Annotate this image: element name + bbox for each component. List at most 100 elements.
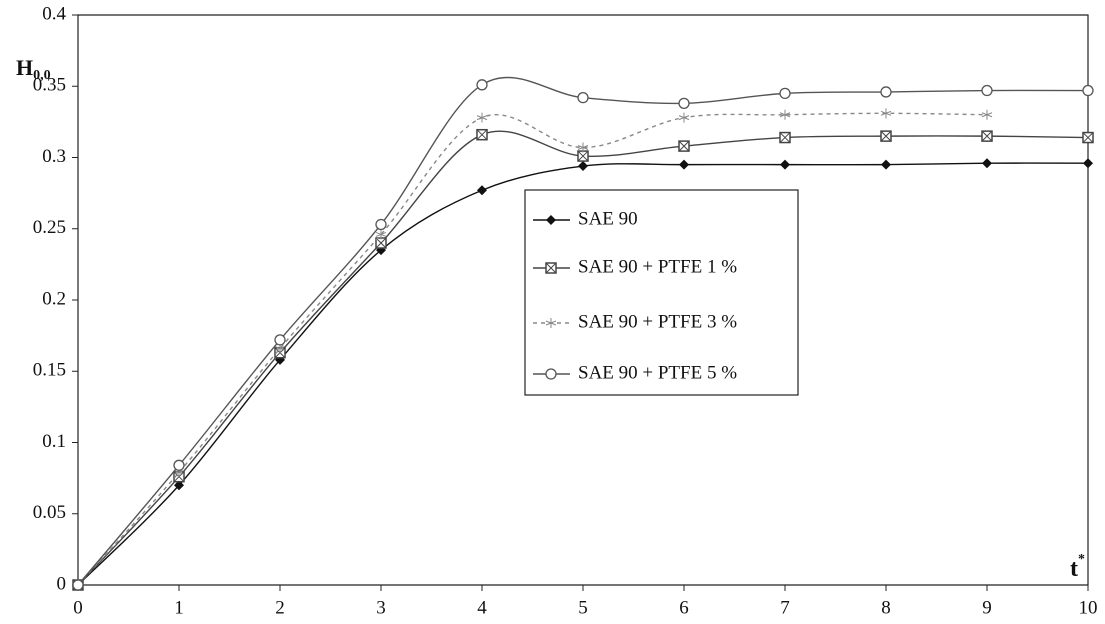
marker-shape	[545, 318, 557, 328]
marker-shape	[476, 112, 488, 123]
y-tick-label: 0.15	[33, 360, 66, 381]
marker-shape	[1083, 158, 1093, 169]
y-tick-label: 0.1	[42, 431, 66, 452]
x-tick-label: 4	[477, 597, 487, 618]
data-point	[174, 480, 184, 491]
marker-shape	[72, 579, 84, 591]
data-point	[1082, 84, 1094, 97]
data-point	[880, 86, 892, 98]
marker-shape	[779, 109, 791, 120]
data-point	[375, 237, 387, 249]
x-tick-label: 6	[679, 597, 689, 618]
marker-shape	[880, 130, 892, 142]
data-point	[578, 161, 588, 172]
marker-shape	[880, 86, 892, 98]
data-point	[981, 84, 993, 97]
series-line	[77, 112, 988, 586]
marker-shape	[545, 368, 557, 380]
marker-shape	[476, 129, 488, 141]
marker-shape	[1082, 132, 1094, 143]
data-point	[476, 112, 488, 123]
marker-shape	[679, 159, 689, 170]
marker-shape	[779, 87, 791, 100]
y-tick-label: 0.4	[42, 3, 66, 24]
data-point	[981, 130, 993, 142]
data-point	[577, 92, 589, 104]
marker-shape	[375, 218, 387, 231]
marker-shape	[779, 132, 791, 143]
marker-shape	[577, 92, 589, 104]
marker-shape	[173, 459, 185, 471]
data-point	[274, 334, 286, 346]
marker-shape	[981, 109, 993, 120]
data-point	[476, 128, 488, 141]
data-point	[678, 140, 690, 152]
data-point	[577, 142, 589, 153]
legend-marker	[545, 368, 557, 380]
y-tick-label: 0.3	[42, 146, 66, 167]
x-tick-label: 9	[982, 597, 992, 618]
data-point	[1083, 158, 1093, 169]
data-point	[173, 459, 185, 471]
data-point	[1082, 131, 1094, 144]
y-tick-label: 0.25	[33, 217, 66, 238]
y-tick-label: 0	[57, 573, 67, 594]
marker-shape	[477, 185, 487, 196]
data-point	[375, 229, 387, 240]
x-tick-label: 5	[578, 597, 588, 618]
y-tick-label: 0.05	[33, 502, 66, 523]
data-point	[779, 87, 791, 100]
data-point	[881, 159, 891, 170]
marker-shape	[678, 140, 690, 152]
marker-shape	[780, 159, 790, 170]
series-line	[77, 130, 1089, 586]
legend-box	[524, 189, 799, 396]
marker-shape	[546, 215, 556, 225]
legend-label: SAE 90 + PTFE 3 %	[578, 311, 737, 332]
x-tick-label: 8	[881, 597, 891, 618]
x-tick-label: 3	[376, 597, 386, 618]
data-point	[678, 112, 690, 123]
marker-shape	[981, 130, 993, 142]
marker-shape	[678, 112, 690, 123]
x-tick-label: 1	[174, 597, 184, 618]
legend-marker	[546, 215, 556, 225]
data-point	[780, 159, 790, 170]
series-line	[77, 76, 1089, 586]
data-point	[779, 131, 791, 144]
marker-shape	[881, 159, 891, 170]
marker-shape	[274, 334, 286, 346]
marker-shape	[375, 237, 387, 249]
marker-shape	[678, 97, 690, 109]
marker-shape	[545, 262, 557, 274]
marker-shape	[174, 480, 184, 491]
marker-shape	[476, 79, 488, 91]
data-point	[476, 79, 488, 91]
legend-marker	[545, 318, 557, 328]
legend: SAE 90 SAE 90 + PTFE 1 % SAE 90 + PTFE 3 %…	[524, 189, 799, 396]
data-point	[981, 109, 993, 120]
data-point	[678, 97, 690, 109]
data-point	[375, 218, 387, 231]
x-tick-label: 7	[780, 597, 790, 618]
data-point	[880, 130, 892, 142]
marker-shape	[577, 150, 589, 162]
x-tick-label: 10	[1079, 597, 1098, 618]
data-point	[880, 108, 892, 119]
y-tick-label: 0.2	[42, 288, 66, 309]
y-tick-label: 0.35	[33, 75, 66, 96]
x-tick-label: 2	[275, 597, 285, 618]
marker-shape	[981, 84, 993, 97]
legend-label: SAE 90	[578, 208, 638, 229]
marker-shape	[982, 158, 992, 169]
data-point	[982, 158, 992, 169]
data-point	[477, 185, 487, 196]
marker-shape	[880, 108, 892, 119]
x-axis-label: t*	[1070, 552, 1085, 581]
y-axis-label: H0,0	[16, 55, 51, 83]
x-tick-label: 0	[73, 597, 83, 618]
legend-marker	[545, 262, 557, 274]
legend-label: SAE 90 + PTFE 1 %	[578, 256, 737, 277]
marker-shape	[577, 142, 589, 153]
